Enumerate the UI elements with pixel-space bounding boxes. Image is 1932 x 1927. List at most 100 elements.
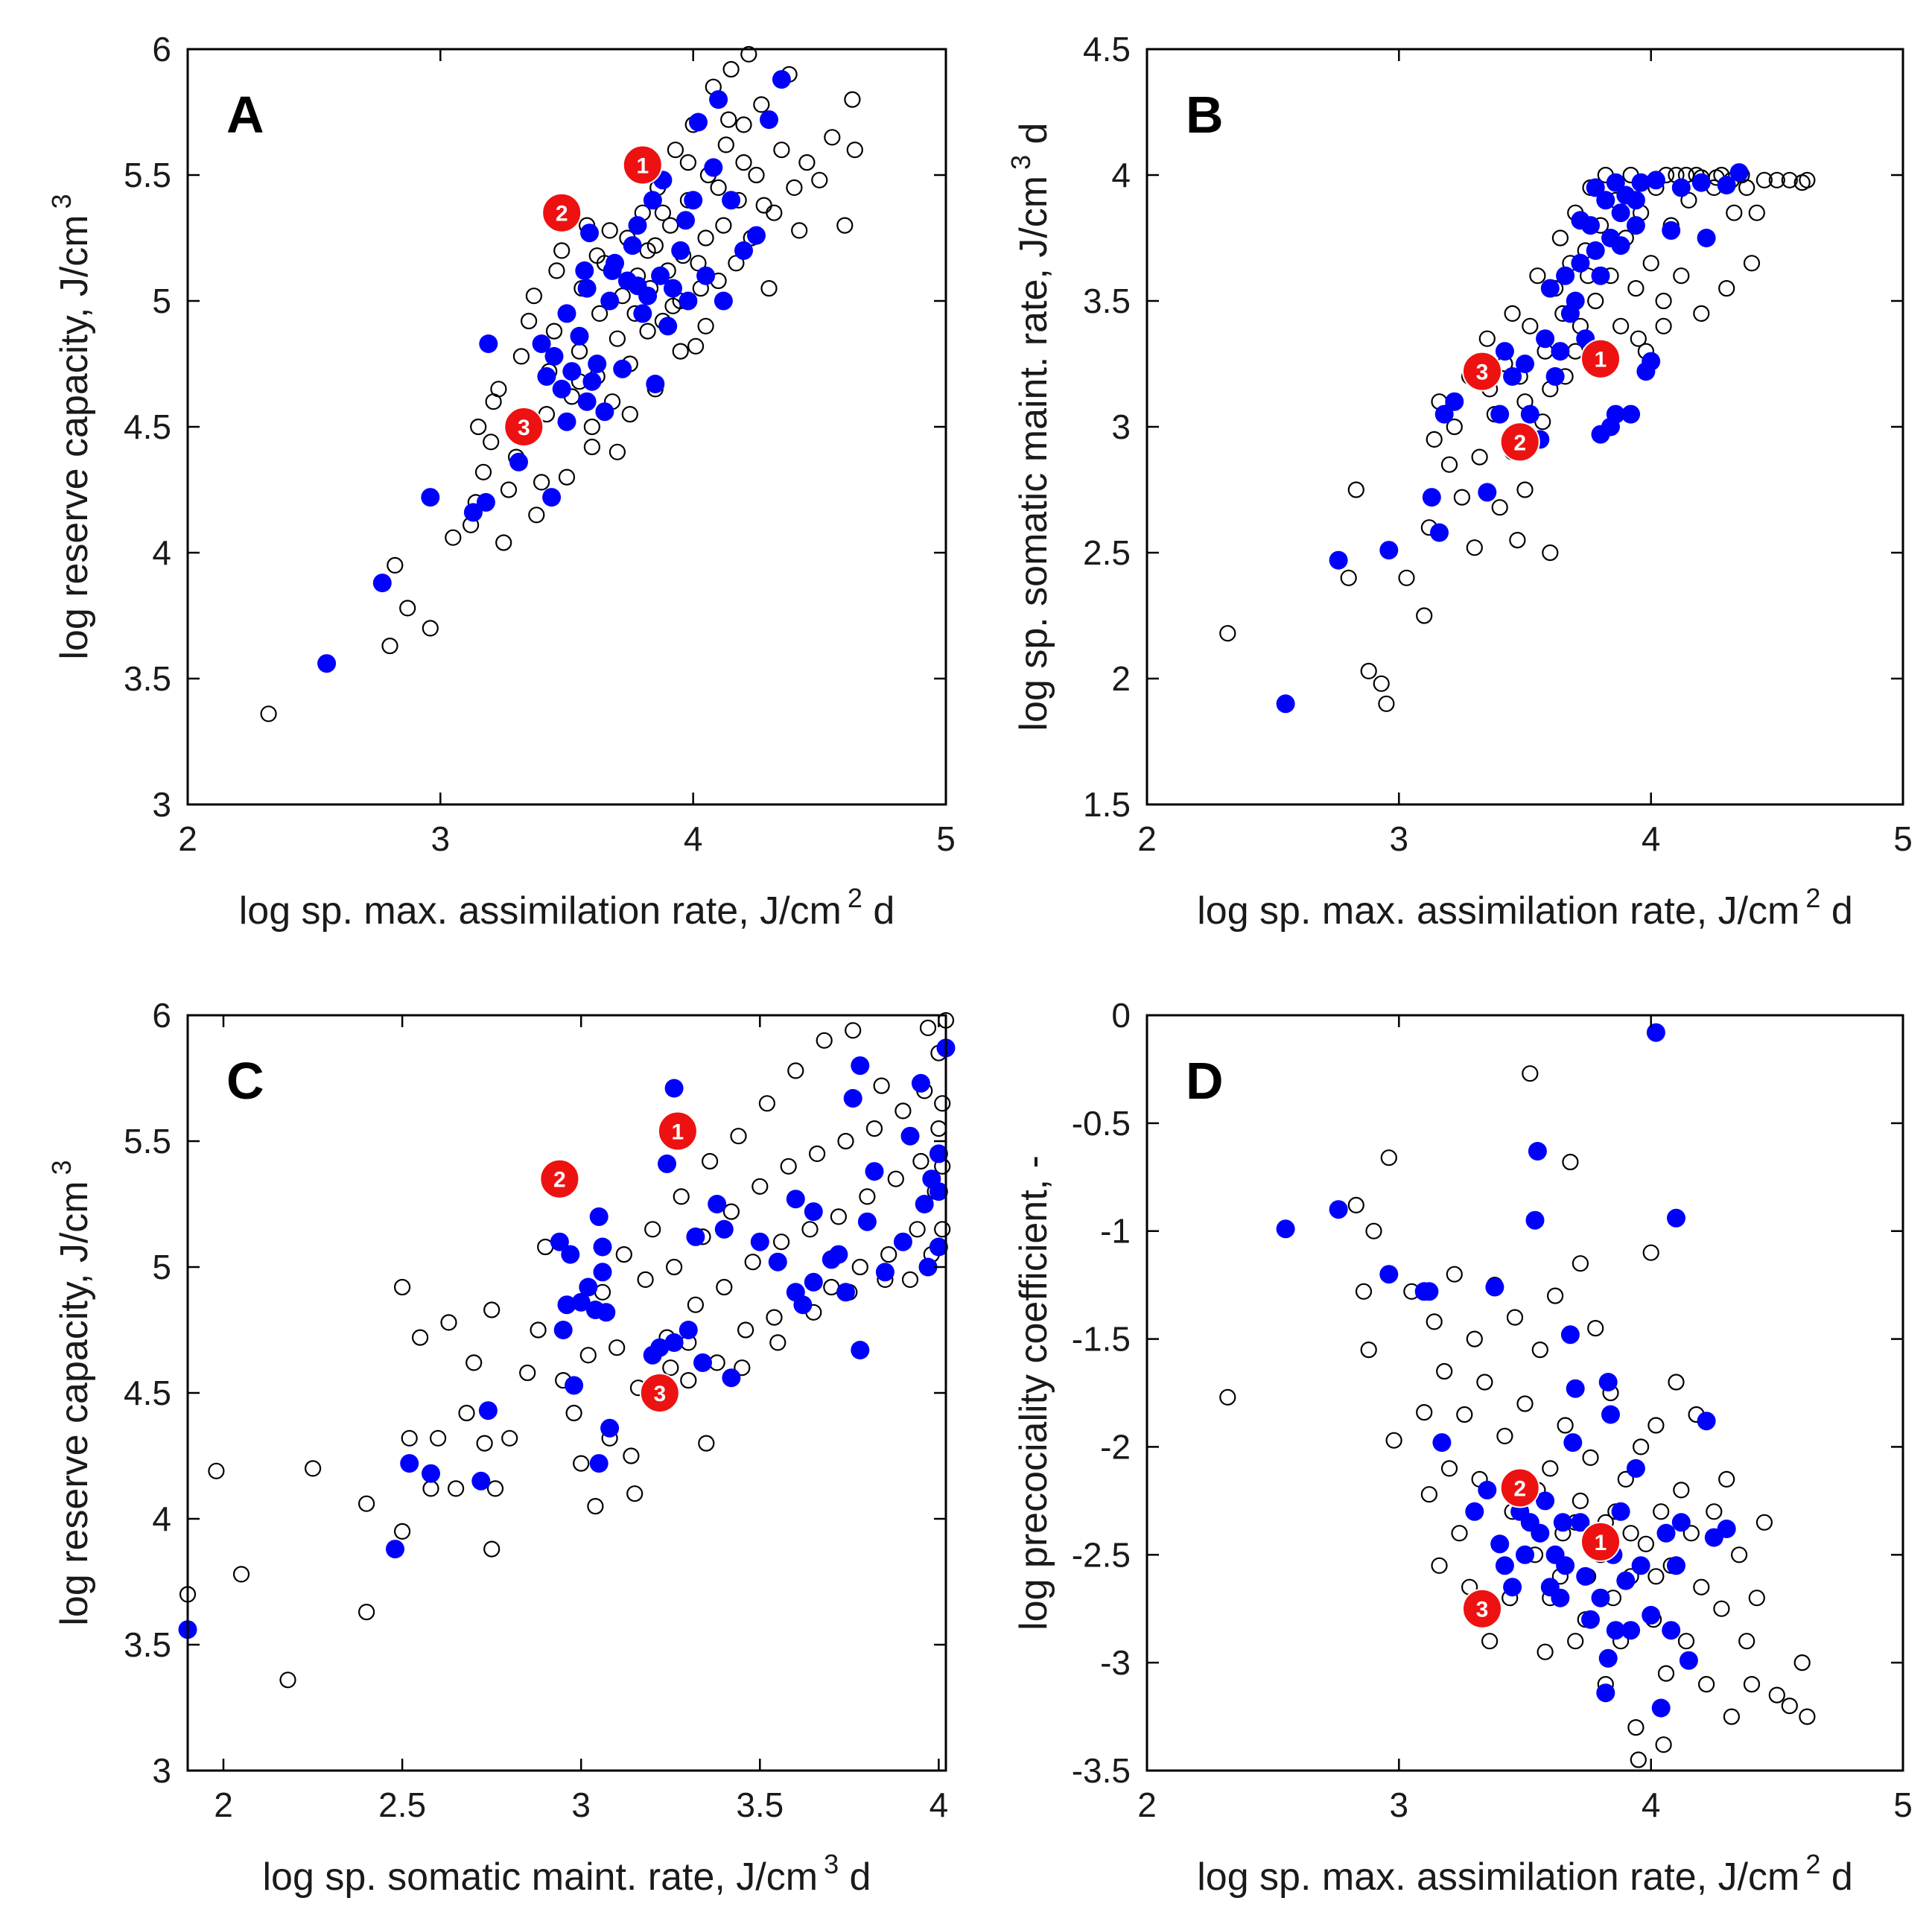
open-point xyxy=(1627,280,1645,297)
filled-point xyxy=(577,279,597,298)
y-tick-label: -1 xyxy=(1100,1212,1131,1251)
filled-point xyxy=(689,112,708,132)
x-axis-label-a: log sp. max. assimilation rate, J/cm 2 d xyxy=(239,883,895,933)
open-point xyxy=(520,312,538,330)
open-point xyxy=(1799,1708,1816,1725)
open-point xyxy=(573,1455,590,1472)
open-point xyxy=(837,1132,854,1150)
open-point xyxy=(748,166,765,184)
open-point xyxy=(1496,1427,1513,1445)
open-point xyxy=(553,242,571,259)
open-point xyxy=(717,136,734,153)
y-tick-label: 0 xyxy=(1111,996,1131,1035)
marker-circle xyxy=(1580,338,1621,379)
filled-point xyxy=(1717,1520,1736,1538)
filled-point xyxy=(851,1056,870,1076)
open-point xyxy=(786,179,803,196)
open-point xyxy=(583,418,601,436)
open-point xyxy=(1542,544,1559,562)
open-point xyxy=(780,1158,797,1175)
y-tick-label: 4.5 xyxy=(124,1374,171,1412)
open-point xyxy=(565,1404,582,1422)
open-point xyxy=(1360,1341,1377,1359)
filled-point xyxy=(561,1245,580,1264)
open-point xyxy=(1693,305,1710,322)
open-point xyxy=(1738,1633,1755,1650)
filled-point xyxy=(843,1089,862,1108)
open-point xyxy=(730,1128,747,1145)
y-axis-label-c: log reserve capacity, J/cm3 xyxy=(46,1160,96,1625)
filled-point xyxy=(532,334,551,353)
y-tick-label: 4 xyxy=(152,1499,171,1538)
y-tick-label: 5 xyxy=(152,282,171,320)
filled-point xyxy=(565,1376,584,1395)
y-tick-label: -3 xyxy=(1100,1643,1131,1682)
open-point xyxy=(465,1354,483,1371)
x-tick-label: 5 xyxy=(936,819,956,858)
open-point xyxy=(1440,456,1458,473)
open-point xyxy=(1718,280,1735,297)
series-filled-a xyxy=(317,70,791,673)
filled-point xyxy=(1495,342,1514,361)
filled-point xyxy=(650,1338,670,1357)
open-point xyxy=(1647,1568,1665,1585)
filled-point xyxy=(1591,1588,1610,1607)
open-point xyxy=(824,129,841,146)
open-point xyxy=(1398,569,1415,586)
open-point xyxy=(1572,1492,1589,1510)
open-point xyxy=(601,222,618,239)
panel-letter-a: A xyxy=(226,86,264,144)
open-point xyxy=(1504,305,1521,322)
open-point xyxy=(422,620,439,637)
filled-point xyxy=(580,223,599,243)
filled-point xyxy=(1656,1523,1676,1543)
open-point xyxy=(1466,1330,1483,1347)
x-tick-label: 4 xyxy=(930,1785,949,1824)
open-point xyxy=(1723,1708,1740,1725)
open-point xyxy=(1653,1503,1670,1520)
filled-point xyxy=(747,226,766,245)
filled-point xyxy=(1445,392,1464,411)
filled-point xyxy=(829,1245,848,1264)
filled-point xyxy=(1276,694,1295,714)
filled-point xyxy=(552,379,571,399)
filled-point xyxy=(1545,366,1565,386)
open-point xyxy=(1456,1406,1473,1423)
open-point xyxy=(865,1120,883,1137)
open-point xyxy=(393,1523,411,1540)
filled-point xyxy=(722,191,741,210)
open-point xyxy=(1529,267,1546,285)
open-point xyxy=(429,1429,447,1447)
open-point xyxy=(411,1329,429,1346)
open-point xyxy=(679,154,697,171)
open-point xyxy=(1509,531,1526,549)
open-point xyxy=(1547,1287,1564,1304)
filled-point xyxy=(836,1283,855,1302)
marker-circle xyxy=(541,192,582,233)
open-point xyxy=(844,91,861,108)
filled-point xyxy=(1556,266,1575,285)
filled-point xyxy=(1697,229,1716,247)
filled-point xyxy=(750,1232,769,1251)
y-tick-label: -0.5 xyxy=(1072,1104,1131,1143)
filled-point xyxy=(1642,352,1661,371)
open-point xyxy=(1426,431,1443,448)
open-point xyxy=(769,1334,787,1351)
open-point xyxy=(1572,1255,1589,1272)
filled-point xyxy=(593,1237,612,1257)
y-tick-label: 5.5 xyxy=(124,1122,171,1161)
open-point xyxy=(722,1203,740,1220)
filled-point xyxy=(509,452,528,472)
filled-point xyxy=(693,1353,712,1372)
filled-point xyxy=(1646,171,1665,190)
filled-point xyxy=(1621,1621,1641,1640)
x-tick-label: 4 xyxy=(684,819,703,858)
filled-point xyxy=(471,1471,491,1491)
open-point xyxy=(548,262,565,279)
open-point xyxy=(934,1221,951,1238)
x-tick-label: 3 xyxy=(571,1785,591,1824)
open-point xyxy=(716,1278,733,1296)
open-point xyxy=(654,204,672,221)
open-point xyxy=(1491,499,1508,516)
marker-circle xyxy=(1499,422,1540,463)
